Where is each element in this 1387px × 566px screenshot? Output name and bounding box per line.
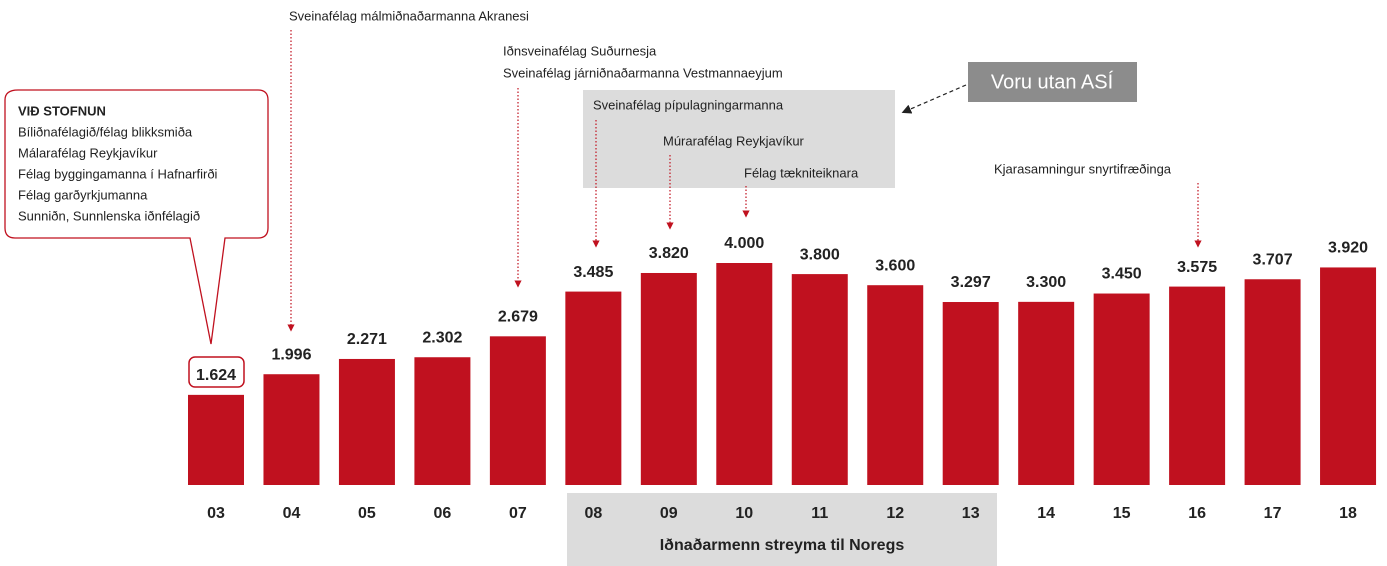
value-label: 3.300 bbox=[1026, 274, 1066, 291]
x-tick-label: 08 bbox=[584, 505, 602, 522]
callout bbox=[4, 89, 269, 345]
x-tick-label: 03 bbox=[207, 505, 225, 522]
bar bbox=[640, 272, 697, 485]
x-tick-label: 16 bbox=[1188, 505, 1206, 522]
bar bbox=[414, 357, 471, 485]
x-tick-label: 05 bbox=[358, 505, 376, 522]
x-tick-label: 04 bbox=[283, 505, 301, 522]
annotation: Félag tækniteiknara bbox=[744, 165, 859, 180]
bar bbox=[1093, 293, 1150, 485]
annotation: Kjarasamningur snyrtifræðinga bbox=[994, 161, 1172, 176]
annotation: Sveinafélag járniðnaðarmanna Vestmannaey… bbox=[503, 65, 783, 80]
bar bbox=[489, 336, 546, 485]
x-tick-label: 09 bbox=[660, 505, 678, 522]
bar bbox=[1018, 301, 1075, 485]
x-tick-label: 10 bbox=[735, 505, 753, 522]
x-tick-label: 14 bbox=[1037, 505, 1055, 522]
bar bbox=[867, 285, 924, 485]
note-arrow bbox=[901, 84, 967, 114]
annotation: Sveinafélag pípulagningarmanna bbox=[593, 97, 784, 112]
x-tick-label: 13 bbox=[962, 505, 980, 522]
callout-title: VIÐ STOFNUN bbox=[18, 103, 106, 118]
value-label: 3.800 bbox=[800, 246, 840, 263]
x-tick-label: 18 bbox=[1339, 505, 1357, 522]
value-label: 3.820 bbox=[649, 245, 689, 262]
bar bbox=[188, 394, 244, 485]
bar bbox=[263, 374, 320, 485]
bar bbox=[565, 291, 622, 485]
value-label: 4.000 bbox=[724, 235, 764, 252]
value-label: 1.624 bbox=[196, 367, 236, 384]
value-label: 2.679 bbox=[498, 309, 538, 326]
callout-line: Málarafélag Reykjavíkur bbox=[18, 145, 158, 160]
value-label: 3.920 bbox=[1328, 240, 1368, 257]
bar bbox=[338, 358, 395, 485]
x-tick-label: 07 bbox=[509, 505, 527, 522]
callout-line: Félag byggingamanna í Hafnarfirði bbox=[18, 166, 218, 181]
bar bbox=[942, 302, 999, 485]
x-tick-label: 17 bbox=[1264, 505, 1282, 522]
band-label: Iðnaðarmenn streyma til Noregs bbox=[660, 537, 905, 554]
value-label: 3.600 bbox=[875, 257, 915, 274]
callout-line: Sunniðn, Sunnlenska iðnfélagið bbox=[18, 208, 200, 223]
annotation: Múrarafélag Reykjavíkur bbox=[663, 133, 805, 148]
note-text: Voru utan ASÍ bbox=[991, 70, 1114, 93]
value-label: 2.271 bbox=[347, 331, 387, 348]
highlight-box bbox=[583, 90, 895, 188]
x-tick-label: 06 bbox=[434, 505, 452, 522]
value-label: 3.707 bbox=[1253, 251, 1293, 268]
bar bbox=[716, 263, 773, 485]
bar bbox=[1244, 279, 1301, 485]
annotation: Sveinafélag málmiðnaðarmanna Akranesi bbox=[289, 8, 529, 23]
x-tick-label: 11 bbox=[811, 505, 828, 522]
callout-line: Félag garðyrkjumanna bbox=[18, 187, 148, 202]
bar bbox=[1169, 286, 1226, 485]
bar bbox=[1320, 267, 1377, 485]
annotation: Iðnsveinafélag Suðurnesja bbox=[503, 43, 657, 58]
value-label: 3.297 bbox=[951, 274, 991, 291]
callout-line: Bíliðnafélagið/félag blikksmiða bbox=[18, 124, 193, 139]
x-tick-label: 15 bbox=[1113, 505, 1131, 522]
value-label: 2.302 bbox=[422, 329, 462, 346]
note-box bbox=[968, 62, 1137, 102]
label-box bbox=[188, 356, 245, 388]
value-label: 1.996 bbox=[271, 346, 311, 363]
x-tick-label: 12 bbox=[886, 505, 904, 522]
value-label: 3.575 bbox=[1177, 259, 1217, 276]
period-band bbox=[567, 493, 997, 566]
value-label: 3.450 bbox=[1102, 266, 1142, 283]
bar bbox=[791, 274, 848, 485]
value-label: 3.485 bbox=[573, 264, 613, 281]
